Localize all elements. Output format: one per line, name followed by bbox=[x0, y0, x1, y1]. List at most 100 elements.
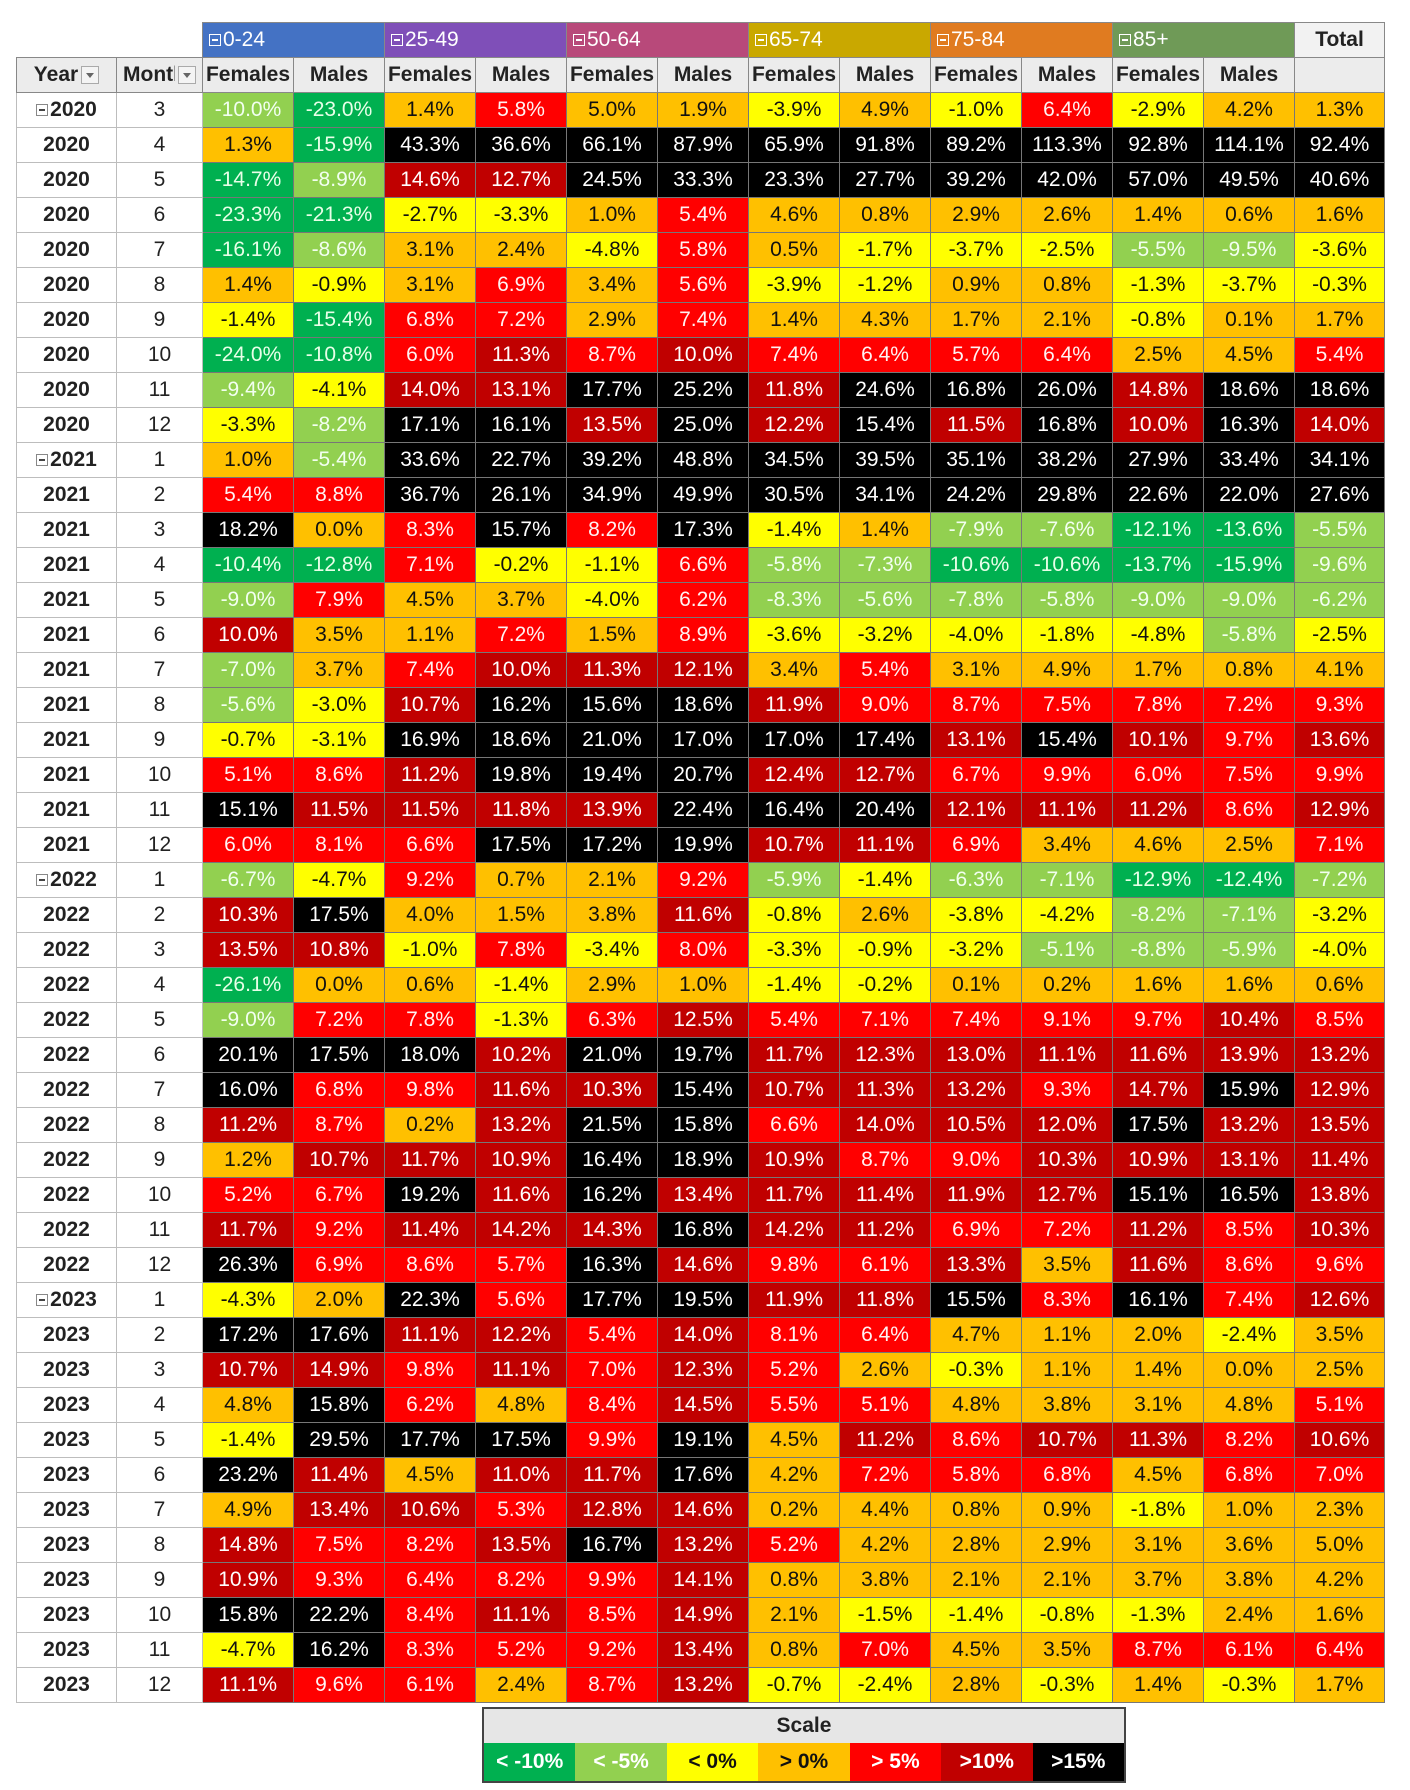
heatmap-cell: 15.9% bbox=[1203, 1072, 1295, 1108]
table-row: 2021 1 1.0% -5.4% 33.6% 22.7% 39.2% 48.8% 34.5% 3… bbox=[16, 442, 1385, 478]
heatmap-cell: 21.5% bbox=[566, 1107, 658, 1143]
filter-dropdown-icon[interactable] bbox=[81, 66, 100, 85]
collapse-icon[interactable] bbox=[36, 104, 49, 117]
heatmap-cell: 2.1% bbox=[1021, 302, 1113, 338]
heatmap-cell: 6.6% bbox=[748, 1107, 840, 1143]
heatmap-cell: 87.9% bbox=[657, 127, 749, 163]
heatmap-cell: 0.0% bbox=[293, 512, 385, 548]
table-row: 2022 10 5.2% 6.7% 19.2% 11.6% 16.2% 13.4% 11.7% 1… bbox=[16, 1177, 1385, 1213]
heatmap-cell: 6.6% bbox=[384, 827, 476, 863]
collapse-icon[interactable] bbox=[209, 34, 221, 47]
heatmap-cell: 0.8% bbox=[1021, 267, 1113, 303]
heatmap-cell: 0.6% bbox=[1203, 197, 1295, 233]
heatmap-cell: -8.9% bbox=[293, 162, 385, 198]
heatmap-cell: 0.6% bbox=[1294, 967, 1385, 1003]
collapse-icon[interactable] bbox=[36, 874, 49, 887]
heatmap-cell: 6.7% bbox=[293, 1177, 385, 1213]
heatmap-cell: -9.6% bbox=[1294, 547, 1385, 583]
heatmap-cell: 2.8% bbox=[930, 1667, 1022, 1703]
year-label: 2022 bbox=[43, 903, 90, 926]
heatmap-cell: -1.4% bbox=[839, 862, 931, 898]
year-cell: 2021 bbox=[16, 582, 117, 618]
year-label: 2021 bbox=[43, 553, 90, 576]
heatmap-cell: 17.5% bbox=[293, 897, 385, 933]
age-group-header[interactable]: 25-49 bbox=[384, 22, 567, 58]
heatmap-cell: 2.9% bbox=[930, 197, 1022, 233]
heatmap-cell: 15.7% bbox=[475, 512, 567, 548]
table-row: 2023 12 11.1% 9.6% 6.1% 2.4% 8.7% 13.2% -0.7% -2.… bbox=[16, 1667, 1385, 1703]
month-cell: 12 bbox=[116, 1667, 203, 1703]
heatmap-cell: 10.1% bbox=[1112, 722, 1204, 758]
collapse-icon[interactable] bbox=[755, 34, 767, 47]
year-label: 2020 bbox=[43, 203, 90, 226]
age-group-label: 0-24 bbox=[223, 28, 266, 51]
heatmap-cell: -8.6% bbox=[293, 232, 385, 268]
year-label: 2021 bbox=[43, 483, 90, 506]
month-cell: 7 bbox=[116, 652, 203, 688]
collapse-icon[interactable] bbox=[36, 1294, 49, 1307]
heatmap-cell: -8.2% bbox=[1112, 897, 1204, 933]
year-label: 2023 bbox=[43, 1393, 90, 1416]
heatmap-cell: -8.2% bbox=[293, 407, 385, 443]
heatmap-cell: 5.4% bbox=[202, 477, 294, 513]
heatmap-cell: 22.4% bbox=[657, 792, 749, 828]
heatmap-cell: 27.6% bbox=[1294, 477, 1385, 513]
heatmap-cell: -1.0% bbox=[384, 932, 476, 968]
year-cell: 2022 bbox=[16, 1002, 117, 1038]
heatmap-cell: -7.8% bbox=[930, 582, 1022, 618]
heatmap-cell: 0.1% bbox=[1203, 302, 1295, 338]
filter-dropdown-icon[interactable] bbox=[178, 66, 196, 85]
year-cell: 2023 bbox=[16, 1387, 117, 1423]
year-label: 2020 bbox=[43, 168, 90, 191]
scale-item: > 0% bbox=[758, 1743, 850, 1781]
heatmap-cell: 10.2% bbox=[475, 1037, 567, 1073]
heatmap-cell: 8.9% bbox=[657, 617, 749, 653]
heatmap-cell: -3.3% bbox=[748, 932, 840, 968]
heatmap-cell: 2.3% bbox=[1294, 1492, 1385, 1528]
heatmap-cell: 5.4% bbox=[748, 1002, 840, 1038]
heatmap-cell: 1.6% bbox=[1203, 967, 1295, 1003]
table-row: 2020 9 -1.4% -15.4% 6.8% 7.2% 2.9% 7.4% 1.4% 4.3%… bbox=[16, 302, 1385, 338]
heatmap-cell: -2.4% bbox=[1203, 1317, 1295, 1353]
heatmap-cell: 10.9% bbox=[475, 1142, 567, 1178]
heatmap-cell: 5.4% bbox=[1294, 337, 1385, 373]
heatmap-cell: -7.9% bbox=[930, 512, 1022, 548]
collapse-icon[interactable] bbox=[573, 34, 585, 47]
heatmap-cell: 13.4% bbox=[657, 1177, 749, 1213]
table-row: 2022 7 16.0% 6.8% 9.8% 11.6% 10.3% 15.4% 10.7% 11… bbox=[16, 1072, 1385, 1108]
collapse-icon[interactable] bbox=[36, 454, 49, 467]
year-filter-header[interactable]: Year bbox=[16, 57, 117, 93]
year-cell: 2020 bbox=[16, 232, 117, 268]
heatmap-cell: 6.1% bbox=[384, 1667, 476, 1703]
heatmap-cell: 4.9% bbox=[839, 92, 931, 128]
heatmap-cell: -3.7% bbox=[930, 232, 1022, 268]
age-group-header[interactable]: 75-84 bbox=[930, 22, 1113, 58]
age-group-header[interactable]: 85+ bbox=[1112, 22, 1295, 58]
table-row: 2020 10 -24.0% -10.8% 6.0% 11.3% 8.7% 10.0% 7.4%… bbox=[16, 337, 1385, 373]
heatmap-cell: 17.6% bbox=[293, 1317, 385, 1353]
collapse-icon[interactable] bbox=[937, 34, 949, 47]
heatmap-cell: 13.1% bbox=[930, 722, 1022, 758]
year-label: 2021 bbox=[43, 623, 90, 646]
collapse-icon[interactable] bbox=[1119, 34, 1131, 47]
heatmap-cell: 17.7% bbox=[566, 372, 658, 408]
month-filter-header[interactable]: Month bbox=[116, 57, 203, 93]
heatmap-cell: 57.0% bbox=[1112, 162, 1204, 198]
heatmap-cell: 9.0% bbox=[930, 1142, 1022, 1178]
heatmap-cell: 17.4% bbox=[839, 722, 931, 758]
year-label: 2021 bbox=[43, 658, 90, 681]
age-group-header[interactable]: 0-24 bbox=[202, 22, 385, 58]
age-group-header[interactable]: 65-74 bbox=[748, 22, 931, 58]
heatmap-cell: 1.4% bbox=[1112, 197, 1204, 233]
heatmap-cell: 34.5% bbox=[748, 442, 840, 478]
heatmap-cell: 20.7% bbox=[657, 757, 749, 793]
heatmap-cell: -5.6% bbox=[202, 687, 294, 723]
heatmap-cell: 4.1% bbox=[1294, 652, 1385, 688]
heatmap-cell: 26.0% bbox=[1021, 372, 1113, 408]
heatmap-cell: 18.9% bbox=[657, 1142, 749, 1178]
age-group-header[interactable]: 50-64 bbox=[566, 22, 749, 58]
table-row: 2022 9 1.2% 10.7% 11.7% 10.9% 16.4% 18.9% 10.9% 8… bbox=[16, 1142, 1385, 1178]
table-row: 2021 2 5.4% 8.8% 36.7% 26.1% 34.9% 49.9% 30.5% 34… bbox=[16, 477, 1385, 513]
heatmap-cell: -1.5% bbox=[839, 1597, 931, 1633]
collapse-icon[interactable] bbox=[391, 34, 403, 47]
